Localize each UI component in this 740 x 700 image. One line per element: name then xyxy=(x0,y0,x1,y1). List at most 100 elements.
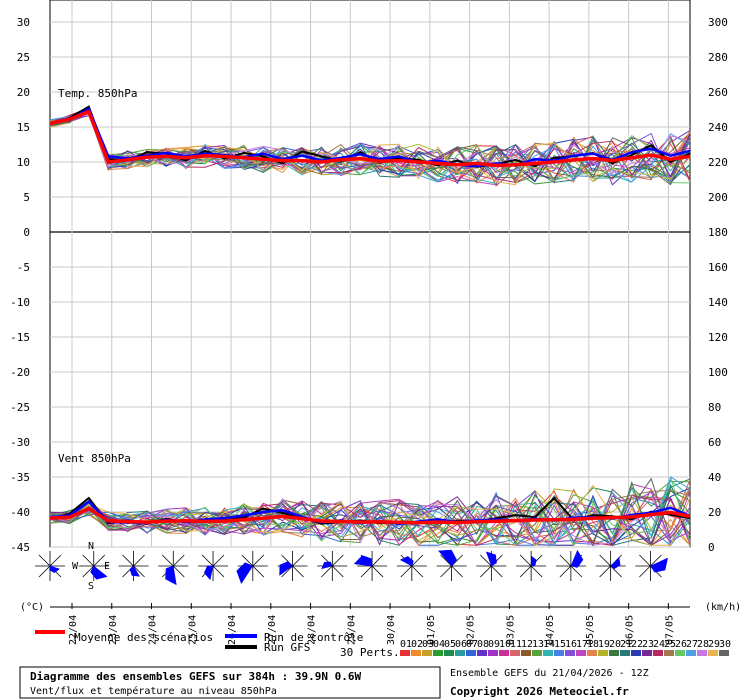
pert-legend-number: 27 xyxy=(686,639,698,650)
perturbation-line xyxy=(49,107,691,186)
plot-frame xyxy=(49,0,691,548)
right-tick-label: 260 xyxy=(708,86,728,99)
pert-legend-number: 10 xyxy=(499,639,511,650)
right-tick-label: 40 xyxy=(708,471,721,484)
perturbation-lines xyxy=(49,107,691,547)
pert-legend-number: 05 xyxy=(444,639,456,650)
left-tick-label: -5 xyxy=(17,261,30,274)
pert-legend-number: 11 xyxy=(510,639,522,650)
pert-legend-swatch xyxy=(422,650,432,656)
x-tick-label: 04/05 xyxy=(545,615,556,645)
x-tick-label: 06/05 xyxy=(625,615,636,645)
wind-rose xyxy=(595,551,626,581)
x-tick-label: 27/04 xyxy=(267,615,278,645)
pert-legend-swatch xyxy=(444,650,454,656)
pert-legend-swatch xyxy=(664,650,674,656)
pert-legend-swatch xyxy=(455,650,465,656)
pert-legend-swatch xyxy=(521,650,531,656)
wind-panel-label: Vent 850hPa xyxy=(58,452,131,465)
legend-control-swatch xyxy=(225,634,257,638)
legend-mean-swatch xyxy=(35,630,65,634)
x-tick-label: 05/05 xyxy=(585,615,596,645)
pert-legend-swatch xyxy=(576,650,586,656)
right-tick-label: 140 xyxy=(708,296,728,309)
left-tick-label: 10 xyxy=(17,156,30,169)
pert-legend-number: 30 xyxy=(719,639,731,650)
pert-legend-number: 04 xyxy=(433,639,445,650)
right-tick-label: 160 xyxy=(708,261,728,274)
right-tick-label: 220 xyxy=(708,156,728,169)
x-tick-label: 26/04 xyxy=(227,615,238,645)
pert-legend-number: 20 xyxy=(609,639,621,650)
right-tick-label: 200 xyxy=(708,191,728,204)
pert-legend-swatch xyxy=(433,650,443,656)
pert-legend-number: 22 xyxy=(631,639,643,650)
pert-legend-swatch xyxy=(587,650,597,656)
pert-legend-swatch xyxy=(543,650,553,656)
wind-rose xyxy=(118,551,149,581)
pert-legend-swatch xyxy=(466,650,476,656)
mean-line xyxy=(49,506,691,525)
x-tick-label: 22/04 xyxy=(68,615,79,645)
right-tick-label: 240 xyxy=(708,121,728,134)
pert-legend-number: 23 xyxy=(642,639,654,650)
right-tick-label: 80 xyxy=(708,401,721,414)
left-tick-label: 15 xyxy=(17,121,30,134)
x-tick-label: 24/04 xyxy=(148,615,159,645)
pert-legend-number: 07 xyxy=(466,639,478,650)
pert-legend-number: 03 xyxy=(422,639,434,650)
right-tick-label: 280 xyxy=(708,51,728,64)
x-tick-label: 23/04 xyxy=(108,615,119,645)
wind-rose xyxy=(78,551,109,581)
pert-legend-number: 14 xyxy=(543,639,555,650)
perturbation-line xyxy=(49,109,691,184)
pert-legend-number: 19 xyxy=(598,639,610,650)
right-tick-label: 20 xyxy=(708,506,721,519)
pert-legend-number: 15 xyxy=(554,639,566,650)
pert-legend-number: 28 xyxy=(697,639,709,650)
compass-letter: W xyxy=(72,561,79,572)
left-tick-label: 20 xyxy=(17,86,30,99)
pert-legend-swatch xyxy=(554,650,564,656)
x-tick-label: 01/05 xyxy=(426,615,437,645)
pert-legend-swatch xyxy=(697,650,707,656)
wind-rose xyxy=(236,551,268,585)
pert-legend-number: 09 xyxy=(488,639,500,650)
pert-legend-number: 02 xyxy=(411,639,423,650)
wind-rose xyxy=(476,551,507,581)
pert-legend-number: 18 xyxy=(587,639,599,650)
pert-legend-number: 13 xyxy=(532,639,544,650)
temp-panel-label: Temp. 850hPa xyxy=(58,87,137,100)
left-tick-label: 30 xyxy=(17,16,30,29)
legend-gfs-label: Run GFS xyxy=(264,641,310,654)
left-tick-label: -25 xyxy=(10,401,30,414)
right-tick-label: 60 xyxy=(708,436,721,449)
pert-legend-number: 26 xyxy=(675,639,687,650)
legend: Moyenne des scénarios Run de contrôle Ru… xyxy=(35,630,731,659)
perturbation-legend: 0102030405060708091011121314151617181920… xyxy=(400,639,731,656)
perturbation-line xyxy=(49,107,691,186)
wind-rose xyxy=(635,551,668,581)
wind-rose xyxy=(198,551,229,581)
wind-rose xyxy=(317,551,348,581)
pert-legend-number: 08 xyxy=(477,639,489,650)
pert-legend-swatch xyxy=(477,650,487,656)
pert-legend-swatch xyxy=(642,650,652,656)
x-tick-label: 02/05 xyxy=(466,615,477,645)
control-line xyxy=(49,107,691,168)
pert-legend-swatch xyxy=(708,650,718,656)
x-tick-label: 25/04 xyxy=(187,615,198,645)
compass-letter: N xyxy=(88,541,94,552)
mean-line xyxy=(49,109,691,168)
compass-letter: S xyxy=(88,581,94,592)
pert-legend-number: 06 xyxy=(455,639,467,650)
chart-title: Diagramme des ensembles GEFS sur 384h : … xyxy=(30,670,362,683)
wind-rose xyxy=(396,551,427,581)
right-tick-label: 180 xyxy=(708,226,728,239)
pert-legend-number: 01 xyxy=(400,639,412,650)
pert-legend-swatch xyxy=(565,650,575,656)
pert-legend-swatch xyxy=(488,650,498,656)
left-tick-label: -40 xyxy=(10,506,30,519)
pert-legend-swatch xyxy=(675,650,685,656)
